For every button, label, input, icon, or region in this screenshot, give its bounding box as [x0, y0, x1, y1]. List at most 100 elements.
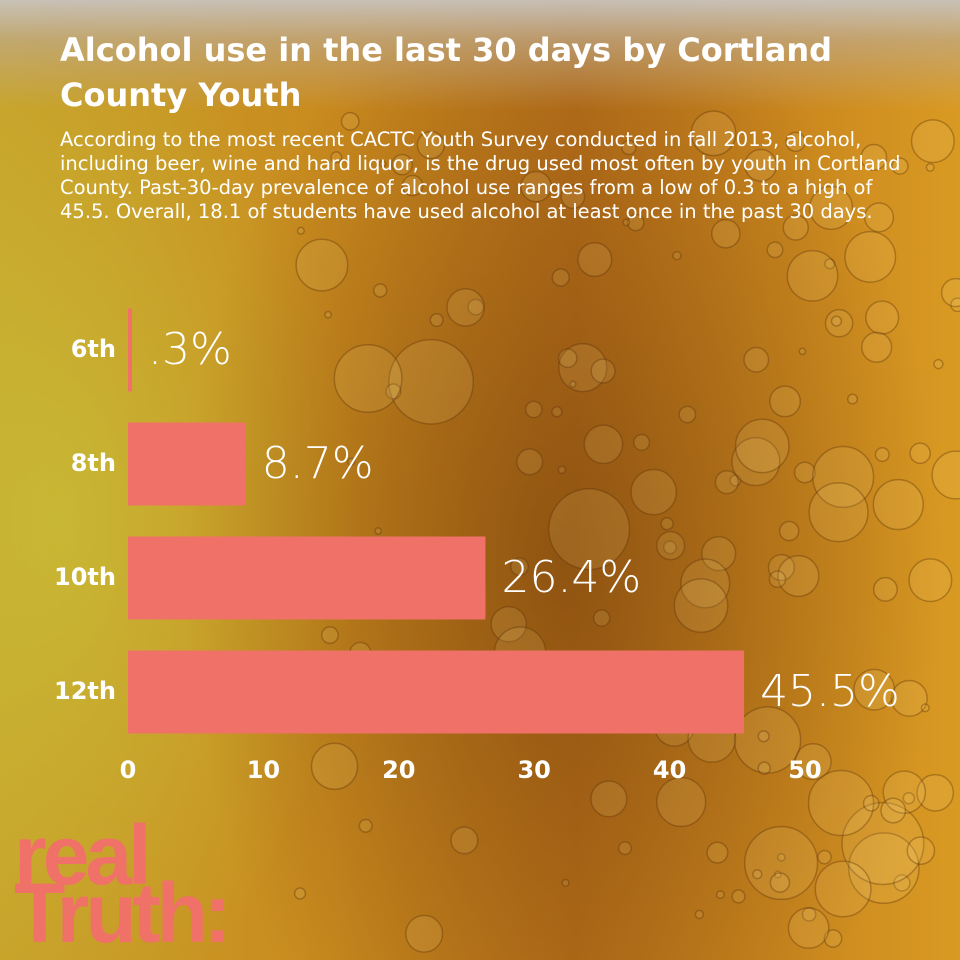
chart-title: Alcohol use in the last 30 days by Cortl…	[60, 31, 833, 114]
bubble	[622, 218, 631, 227]
bubble	[557, 465, 567, 475]
bar	[128, 422, 246, 506]
bubble	[520, 170, 552, 203]
bubble	[577, 241, 613, 278]
bubble	[872, 478, 924, 531]
bubble	[678, 405, 697, 424]
bubble	[620, 139, 637, 156]
value-label: 45.5%	[760, 666, 900, 717]
bubble	[655, 530, 686, 561]
bar	[128, 308, 133, 392]
bubble	[673, 578, 729, 634]
bubble	[824, 258, 836, 270]
bubble	[743, 346, 770, 373]
bubble	[349, 207, 357, 215]
bubble	[347, 457, 356, 466]
bubble	[706, 841, 729, 864]
bubble	[557, 348, 578, 369]
bubble	[516, 448, 544, 476]
bubble	[583, 424, 624, 465]
bubble	[767, 553, 796, 582]
bubble	[808, 482, 869, 543]
bubble	[773, 870, 782, 879]
bubble	[731, 889, 746, 904]
bubble	[733, 706, 802, 774]
bubble	[778, 520, 800, 542]
bubble	[853, 668, 896, 711]
bubble	[782, 214, 809, 241]
bubble	[310, 742, 359, 791]
bubble	[467, 298, 485, 316]
bubble	[890, 679, 928, 717]
bubble	[847, 832, 920, 904]
bubble	[893, 874, 911, 892]
bubble	[844, 230, 897, 283]
x-tick-label: 50	[788, 756, 821, 784]
bubble	[777, 554, 820, 598]
bubble	[405, 914, 444, 953]
bubble	[812, 445, 875, 509]
value-label: 26.4%	[501, 552, 641, 603]
bubble	[824, 308, 854, 338]
bubble	[910, 119, 955, 164]
bubble	[551, 268, 570, 287]
bubble	[590, 780, 628, 818]
bubble	[860, 143, 888, 171]
bubble	[950, 297, 960, 313]
bubble	[731, 437, 781, 487]
bubble	[794, 743, 832, 781]
value-label: .3%	[148, 324, 232, 375]
bubble	[672, 250, 682, 261]
bubble	[388, 338, 475, 425]
bubble	[690, 110, 737, 157]
logo-line: real	[14, 808, 147, 902]
bubble	[880, 797, 907, 824]
bubble	[656, 776, 707, 828]
bubble	[630, 468, 678, 516]
bubble	[793, 461, 816, 484]
bubble	[295, 238, 349, 292]
bubble	[787, 907, 830, 950]
bubble	[524, 400, 543, 419]
bubble	[626, 213, 645, 232]
bubble	[807, 769, 875, 837]
bubble	[874, 447, 890, 463]
bubble	[632, 433, 651, 452]
y-tick-label: 6th	[71, 335, 116, 363]
bubble	[340, 111, 360, 131]
bubble	[862, 794, 880, 812]
bubble	[798, 347, 807, 356]
bubble	[814, 860, 872, 918]
bubble	[769, 385, 802, 418]
bubble	[333, 343, 403, 414]
bar	[128, 650, 745, 734]
bubble	[296, 226, 305, 235]
bubble	[391, 153, 414, 176]
bubble	[766, 241, 784, 259]
bubble	[743, 825, 819, 901]
bubble	[715, 890, 725, 900]
bubble	[933, 358, 944, 370]
bubble	[592, 609, 611, 627]
bubble	[920, 703, 930, 713]
bubble	[663, 540, 678, 555]
bubble	[490, 605, 528, 643]
bubble	[617, 841, 632, 856]
bubble	[846, 393, 859, 405]
chart-subtitle: According to the most recent CACTC Youth…	[60, 128, 901, 223]
bubble	[561, 878, 570, 887]
bubble	[865, 300, 900, 335]
bubble	[823, 929, 843, 948]
bubble	[551, 405, 563, 418]
bubble	[769, 872, 791, 893]
x-tick-label: 0	[120, 756, 137, 784]
bubble	[744, 148, 778, 182]
bubble	[378, 160, 387, 168]
bubble	[925, 162, 935, 172]
bubble	[694, 909, 705, 920]
bubble	[906, 836, 936, 865]
bubble	[863, 202, 895, 233]
bubble	[429, 312, 444, 328]
